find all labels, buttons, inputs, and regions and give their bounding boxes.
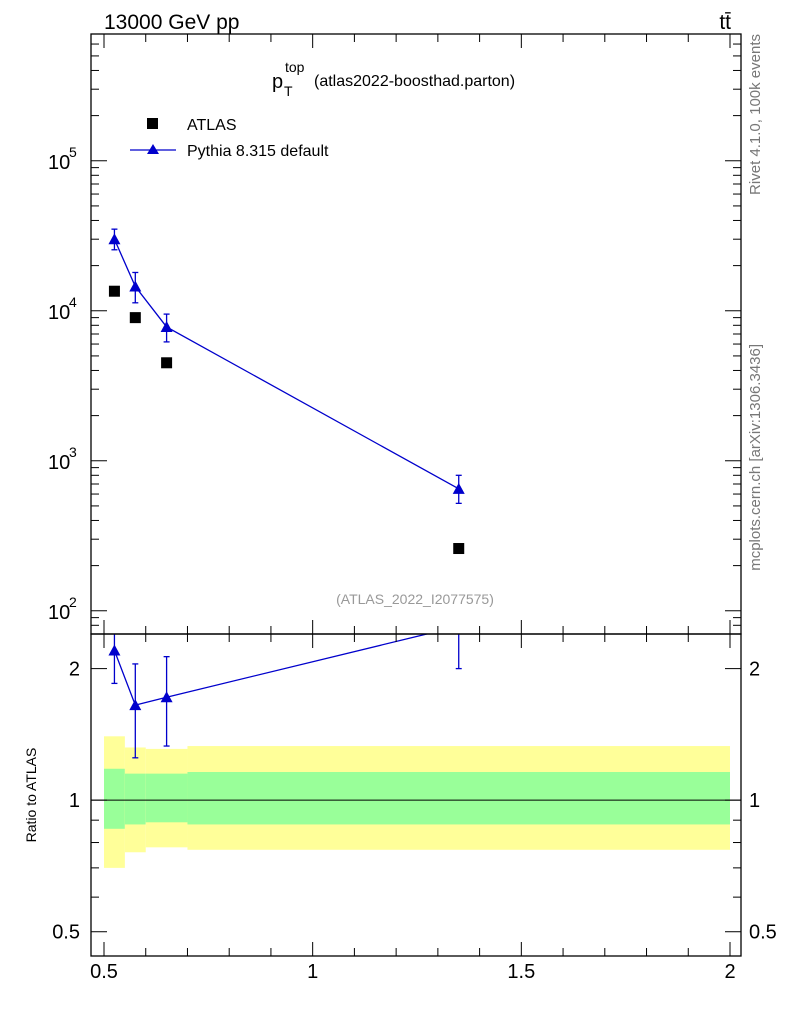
pythia-point (160, 320, 173, 332)
legend-atlas-label: ATLAS (187, 117, 237, 134)
ratio-pythia-point (108, 644, 121, 656)
ratio-pythia-point (160, 691, 173, 703)
main-data-layer (108, 228, 465, 555)
analysis-watermark: (ATLAS_2022_I2077575) (336, 591, 494, 607)
header-energy-label: 13000 GeV pp (104, 11, 239, 34)
main-y-tick-label-base: 10 (48, 152, 70, 174)
plot-title-subscript: T (284, 83, 293, 99)
rivet-version-label: Rivet 4.1.0, 100k events (747, 34, 764, 195)
main-y-tick-label-base: 10 (48, 302, 70, 324)
atlas-point (161, 357, 173, 369)
pythia-point (108, 233, 121, 245)
main-y-tick-label-exponent: 3 (69, 444, 77, 460)
ratio-pythia-line (113, 634, 430, 706)
ratio-pythia-point (129, 699, 142, 711)
main-y-tick-label-exponent: 2 (69, 594, 77, 610)
ratio-band-stat (124, 773, 146, 825)
x-tick-label: 1.5 (507, 961, 535, 983)
main-y-tick-label-base: 10 (48, 452, 70, 474)
legend: ATLAS Pythia 8.315 default (130, 117, 329, 160)
main-ticks (91, 33, 741, 635)
legend-atlas-marker (147, 118, 158, 129)
main-y-tick-label-base: 10 (48, 602, 70, 624)
x-tick-label: 1 (307, 961, 318, 983)
ratio-y-tick-label-left: 1 (69, 790, 80, 812)
pythia-line (113, 238, 460, 490)
ratio-band-stat (145, 773, 188, 823)
plot-title-rest: (atlas2022-boosthad.parton) (314, 73, 515, 90)
ratio-data-layer (108, 620, 465, 759)
ratio-pythia-point (453, 620, 465, 631)
ratio-series (108, 620, 465, 759)
ratio-band-stat (104, 768, 125, 829)
header-process-label: tt̄ (719, 11, 731, 34)
atlas-point (108, 285, 120, 297)
ratio-tick-labels: 0.5 0.5 1 1 2 2 0.5 1 1.5 2 (52, 659, 777, 983)
ratio-band-stat (187, 771, 730, 825)
legend-pythia-marker (147, 144, 159, 154)
x-tick-label: 2 (724, 961, 735, 983)
plot-title-superscript: top (285, 59, 305, 75)
ratio-panel: 0.5 0.5 1 1 2 2 0.5 1 1.5 2 Ratio to ATLAS (23, 620, 777, 983)
main-y-tick-label-exponent: 4 (69, 294, 77, 310)
x-tick-label: 0.5 (90, 961, 118, 983)
ratio-y-tick-label-right: 2 (749, 659, 760, 681)
atlas-point (453, 543, 465, 555)
mcplots-label: mcplots.cern.ch [arXiv:1306.3436] (747, 344, 764, 571)
ratio-y-tick-label-left: 0.5 (52, 922, 80, 944)
pythia-point (129, 280, 142, 292)
ratio-bands (91, 736, 741, 868)
main-y-tick-label-exponent: 5 (69, 144, 77, 160)
ratio-y-tick-label-right: 1 (749, 790, 760, 812)
ratio-ticks (91, 634, 741, 956)
plot-title-main: p (272, 71, 283, 93)
ratio-frame (90, 633, 742, 957)
legend-pythia-label: Pythia 8.315 default (187, 143, 329, 160)
ratio-y-tick-label-left: 2 (69, 659, 80, 681)
pythia-point (452, 482, 465, 494)
atlas-point (129, 312, 141, 324)
ratio-y-axis-label: Ratio to ATLAS (23, 748, 39, 843)
ratio-y-tick-label-right: 0.5 (749, 922, 777, 944)
